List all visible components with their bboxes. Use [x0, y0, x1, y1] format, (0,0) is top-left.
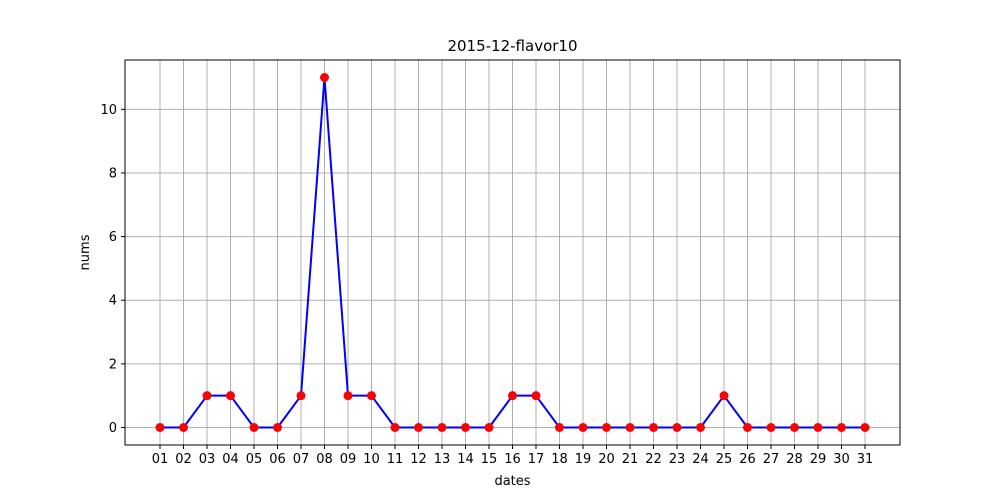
- data-point-marker: [343, 391, 353, 401]
- series-layer: [155, 73, 870, 432]
- data-point-marker: [320, 73, 329, 82]
- y-tick-label: 10: [100, 103, 117, 118]
- grid: [125, 60, 900, 445]
- data-point-marker: [696, 423, 705, 432]
- data-point-marker: [179, 423, 188, 432]
- data-point-marker: [837, 423, 846, 432]
- x-tick-label: 01: [152, 452, 169, 467]
- x-tick-label: 09: [340, 452, 357, 467]
- x-tick-label: 08: [316, 452, 333, 467]
- x-tick-label: 25: [716, 452, 733, 467]
- data-point-marker: [296, 391, 306, 401]
- data-point-marker: [578, 423, 588, 432]
- axis-ticks: 01 02 03 04 05 06 07 08 09 10 11 12 13 14 15 16 17 18 19 20…: [100, 103, 873, 467]
- data-point-marker: [273, 423, 282, 432]
- x-tick-label: 14: [457, 452, 474, 467]
- data-point-marker: [813, 423, 823, 432]
- x-tick-label: 15: [481, 452, 498, 467]
- data-point-marker: [531, 391, 541, 401]
- x-tick-label: 11: [387, 452, 404, 467]
- y-tick-label: 2: [109, 357, 117, 372]
- x-tick-label: 07: [293, 452, 310, 467]
- x-tick-label: 19: [575, 452, 592, 467]
- x-tick-label: 29: [810, 452, 827, 467]
- x-tick-label: 21: [622, 452, 639, 467]
- x-tick-label: 17: [528, 452, 545, 467]
- x-tick-label: 18: [551, 452, 568, 467]
- x-tick-label: 31: [857, 452, 874, 467]
- data-point-marker: [202, 391, 212, 401]
- x-tick-label: 06: [269, 452, 286, 467]
- x-tick-label: 04: [222, 452, 239, 467]
- x-tick-label: 27: [763, 452, 780, 467]
- data-point-marker: [672, 423, 682, 432]
- data-point-marker: [367, 391, 376, 401]
- x-tick-label: 16: [504, 452, 521, 467]
- data-point-marker: [508, 391, 517, 401]
- x-tick-label: 12: [410, 452, 427, 467]
- y-tick-label: 0: [109, 421, 117, 436]
- x-tick-label: 30: [833, 452, 850, 467]
- data-point-marker: [437, 423, 447, 432]
- x-tick-label: 13: [434, 452, 451, 467]
- data-point-marker: [743, 423, 752, 432]
- x-tick-label: 03: [199, 452, 216, 467]
- x-tick-label: 24: [692, 452, 709, 467]
- y-tick-label: 6: [109, 230, 117, 245]
- chart-title: 2015-12-flavor10: [447, 37, 577, 55]
- data-point-marker: [860, 423, 870, 432]
- x-tick-label: 23: [669, 452, 686, 467]
- x-axis-label: dates: [494, 474, 530, 489]
- data-point-marker: [649, 423, 658, 432]
- data-point-marker: [249, 423, 259, 432]
- data-point-marker: [484, 423, 494, 432]
- x-tick-label: 10: [363, 452, 380, 467]
- data-point-marker: [790, 423, 799, 432]
- data-point-marker: [414, 423, 423, 432]
- data-point-marker: [719, 391, 729, 401]
- data-point-marker: [155, 423, 165, 432]
- x-tick-label: 22: [645, 452, 662, 467]
- data-point-marker: [555, 423, 564, 432]
- data-point-marker: [766, 423, 776, 432]
- x-tick-label: 20: [598, 452, 615, 467]
- data-point-marker: [390, 423, 400, 432]
- data-point-marker: [461, 423, 470, 432]
- x-tick-label: 05: [246, 452, 263, 467]
- data-point-marker: [226, 391, 235, 401]
- y-tick-label: 8: [109, 166, 117, 181]
- data-point-marker: [602, 423, 611, 432]
- data-point-marker: [625, 423, 635, 432]
- y-axis-label: nums: [78, 234, 93, 270]
- x-tick-label: 28: [786, 452, 803, 467]
- x-tick-label: 26: [739, 452, 756, 467]
- y-tick-label: 4: [109, 294, 117, 309]
- x-tick-label: 02: [175, 452, 192, 467]
